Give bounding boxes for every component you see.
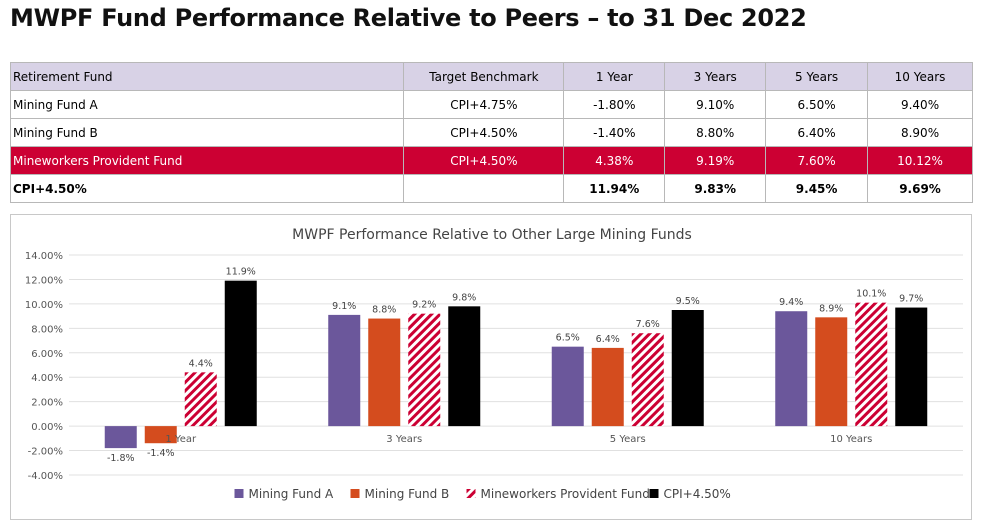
bar — [448, 306, 481, 427]
data-label: -1.8% — [107, 453, 135, 464]
bar — [368, 318, 401, 427]
bar — [224, 280, 257, 427]
bar — [815, 317, 848, 427]
legend-swatch — [466, 489, 476, 498]
data-label: 11.9% — [226, 267, 256, 278]
bar-chart: MWPF Performance Relative to Other Large… — [25, 227, 963, 501]
y-tick-label: -4.00% — [28, 471, 63, 482]
bar — [591, 347, 624, 427]
return-10-years-cell: 9.40% — [867, 90, 973, 119]
column-header-5-years: 5 Years — [765, 62, 869, 91]
column-header-1-year: 1 Year — [563, 62, 666, 91]
benchmark-cell: CPI+4.50% — [403, 118, 565, 147]
data-label: 9.2% — [412, 300, 436, 311]
bar — [144, 426, 177, 444]
data-label: 6.5% — [556, 333, 580, 344]
bar — [855, 302, 888, 427]
data-label: 9.7% — [899, 294, 923, 305]
benchmark-cell: CPI+4.50% — [403, 146, 565, 175]
table-row: Mining Fund A CPI+4.75% -1.80% 9.10% 6.5… — [9, 90, 973, 119]
data-label: 7.6% — [636, 319, 660, 330]
return-1-year-cell: 11.94% — [563, 174, 666, 203]
bar — [895, 307, 928, 427]
return-3-years-cell: 8.80% — [664, 118, 767, 147]
legend-swatch — [649, 489, 659, 498]
y-tick-label: 2.00% — [31, 398, 63, 409]
bar — [408, 313, 441, 427]
y-tick-label: 14.00% — [25, 251, 63, 262]
data-label: -1.4% — [147, 448, 175, 459]
bar — [775, 311, 808, 427]
data-label: 9.1% — [332, 301, 356, 312]
return-1-year-cell: -1.80% — [563, 90, 666, 119]
bar — [551, 346, 584, 427]
return-3-years-cell: 9.19% — [664, 146, 767, 175]
column-header-3-years: 3 Years — [664, 62, 767, 91]
return-10-years-cell: 8.90% — [867, 118, 973, 147]
data-label: 4.4% — [189, 358, 213, 369]
performance-table: Retirement Fund Target Benchmark 1 Year … — [9, 62, 973, 203]
table-row-benchmark: CPI+4.50% 11.94% 9.83% 9.45% 9.69% — [9, 174, 973, 203]
y-tick-label: 4.00% — [31, 373, 63, 384]
legend-label: Mining Fund A — [249, 487, 335, 501]
data-label: 8.8% — [372, 305, 396, 316]
y-tick-label: 0.00% — [31, 422, 63, 433]
bar — [104, 426, 137, 449]
y-tick-label: 12.00% — [25, 275, 63, 286]
return-1-year-cell: 4.38% — [563, 146, 666, 175]
bar — [184, 372, 217, 427]
legend-label: Mineworkers Provident Fund — [481, 487, 650, 501]
legend-label: CPI+4.50% — [664, 487, 731, 501]
data-label: 10.1% — [856, 289, 886, 300]
column-header-retirement-fund: Retirement Fund — [9, 62, 405, 91]
column-header-10-years: 10 Years — [867, 62, 973, 91]
y-tick-label: -2.00% — [28, 447, 63, 458]
y-tick-label: 6.00% — [31, 349, 63, 360]
data-label: 9.4% — [779, 297, 803, 308]
page-title: MWPF Fund Performance Relative to Peers … — [10, 4, 807, 32]
return-10-years-cell: 10.12% — [867, 146, 973, 175]
table-row: Mining Fund B CPI+4.50% -1.40% 8.80% 6.4… — [9, 118, 973, 147]
y-tick-label: 10.00% — [25, 300, 63, 311]
legend-label: Mining Fund B — [365, 487, 450, 501]
return-5-years-cell: 9.45% — [765, 174, 869, 203]
x-tick-label: 1 Year — [165, 434, 197, 445]
fund-name-cell: Mining Fund B — [9, 118, 405, 147]
data-label: 6.4% — [596, 334, 620, 345]
return-5-years-cell: 6.40% — [765, 118, 869, 147]
x-tick-label: 3 Years — [386, 434, 422, 445]
return-5-years-cell: 7.60% — [765, 146, 869, 175]
data-label: 8.9% — [819, 303, 843, 314]
column-header-target-benchmark: Target Benchmark — [403, 62, 565, 91]
bar — [671, 310, 704, 427]
chart-title: MWPF Performance Relative to Other Large… — [292, 227, 692, 243]
return-3-years-cell: 9.83% — [664, 174, 767, 203]
chart-container: MWPF Performance Relative to Other Large… — [10, 214, 972, 520]
y-tick-label: 8.00% — [31, 324, 63, 335]
table-row-highlighted: Mineworkers Provident Fund CPI+4.50% 4.3… — [9, 146, 973, 175]
legend-swatch — [234, 489, 244, 498]
return-1-year-cell: -1.40% — [563, 118, 666, 147]
return-3-years-cell: 9.10% — [664, 90, 767, 119]
fund-name-cell: Mineworkers Provident Fund — [9, 146, 405, 175]
legend-swatch — [350, 489, 360, 498]
x-tick-label: 5 Years — [610, 434, 646, 445]
fund-name-cell: Mining Fund A — [9, 90, 405, 119]
x-tick-label: 10 Years — [830, 434, 872, 445]
data-label: 9.8% — [452, 292, 476, 303]
return-5-years-cell: 6.50% — [765, 90, 869, 119]
benchmark-cell: CPI+4.75% — [403, 90, 565, 119]
bar — [328, 314, 361, 427]
data-label: 9.5% — [676, 296, 700, 307]
table-header-row: Retirement Fund Target Benchmark 1 Year … — [9, 62, 973, 91]
fund-name-cell: CPI+4.50% — [9, 174, 405, 203]
bar — [631, 333, 664, 427]
return-10-years-cell: 9.69% — [867, 174, 973, 203]
benchmark-cell — [403, 174, 565, 203]
